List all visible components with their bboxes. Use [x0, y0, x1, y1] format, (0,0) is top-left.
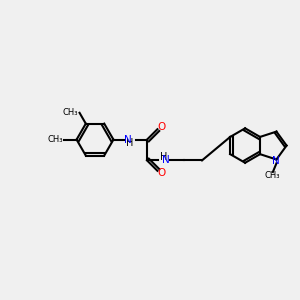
Text: H: H — [126, 139, 134, 148]
Text: CH₃: CH₃ — [63, 108, 78, 117]
Text: O: O — [157, 122, 165, 131]
Text: N: N — [163, 155, 170, 165]
Text: N: N — [272, 156, 279, 166]
Text: H: H — [160, 152, 168, 161]
Text: O: O — [157, 169, 165, 178]
Text: CH₃: CH₃ — [47, 135, 63, 144]
Text: N: N — [124, 135, 132, 145]
Text: CH₃: CH₃ — [265, 171, 280, 180]
